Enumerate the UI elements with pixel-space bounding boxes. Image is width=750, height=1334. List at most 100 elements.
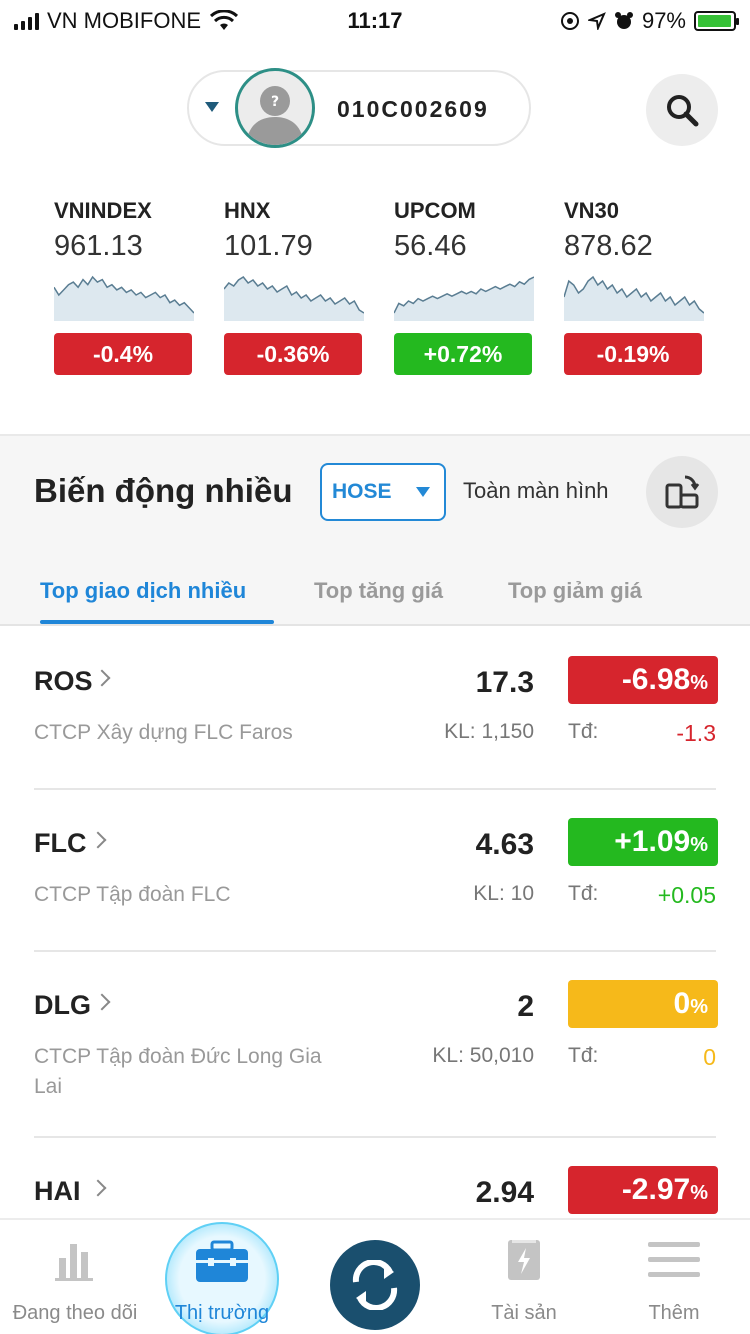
index-sparkline <box>394 276 534 321</box>
stock-symbol: HAI <box>34 1176 81 1206</box>
percent-unit: % <box>690 1182 708 1204</box>
movers-section: Biến động nhiều HOSE Toàn màn hình Top g… <box>0 434 750 626</box>
nav-more[interactable]: Thêm <box>598 1220 750 1334</box>
trade-button[interactable] <box>330 1240 420 1330</box>
location-icon <box>587 12 606 30</box>
battery-fill <box>698 15 731 27</box>
index-sparkline <box>54 275 194 321</box>
company-name: CTCP Tập đoàn FLC <box>34 883 231 906</box>
sparkline-line <box>54 275 194 314</box>
index-value: 961.13 <box>54 230 143 262</box>
clock: 11:17 <box>347 8 403 33</box>
chevron-right-icon <box>93 993 111 1011</box>
index-change: -0.36% <box>224 333 362 375</box>
nav-label: Đang theo dõi <box>12 1302 138 1324</box>
nav-label: Thêm <box>648 1302 700 1324</box>
caret-down-icon <box>416 487 430 497</box>
tab-top-losers[interactable]: Top giảm giá <box>508 578 643 603</box>
battery-icon <box>694 11 739 31</box>
row-divider <box>34 950 716 952</box>
percent-unit: % <box>690 672 708 694</box>
row-divider <box>34 1136 716 1138</box>
price-change: +0.05 <box>657 882 716 908</box>
index-change: -0.4% <box>54 333 192 375</box>
sparkline-line <box>394 276 534 314</box>
search-button[interactable] <box>646 74 718 146</box>
svg-text:?: ? <box>271 94 279 110</box>
nav-watchlist[interactable]: Đang theo dõi <box>0 1220 150 1334</box>
stock-symbol: ROS <box>34 666 93 696</box>
stock-symbol: FLC <box>34 828 87 858</box>
sparkline-line <box>224 276 364 314</box>
search-icon <box>667 95 699 127</box>
index-card-upcom[interactable]: UPCOM 56.46 +0.72% <box>394 198 534 375</box>
fullscreen-label[interactable]: Toàn màn hình <box>463 478 609 503</box>
battery-percent: 97% <box>641 8 686 33</box>
percent-unit: % <box>690 834 708 856</box>
stock-row-ros[interactable]: ROS CTCP Xây dựng FLC Faros 17.3 KL: 1,1… <box>0 628 750 790</box>
stock-row-dlg[interactable]: DLG CTCP Tập đoàn Đức Long Gia Lai 2 KL:… <box>0 952 750 1138</box>
menu-icon <box>648 1242 700 1277</box>
percent-change-value: 0 <box>673 987 691 1020</box>
section-title: Biến động nhiều <box>34 472 293 509</box>
index-change: -0.19% <box>564 333 702 375</box>
stock-volume: KL: 1,150 <box>444 720 534 743</box>
status-right: 97% <box>560 8 739 34</box>
index-value: 101.79 <box>224 230 313 262</box>
percent-change-value: +1.09 <box>614 825 691 858</box>
index-value: 56.46 <box>394 230 467 262</box>
tab-top-trading[interactable]: Top giao dịch nhiều <box>40 578 247 603</box>
row-divider <box>34 788 716 790</box>
index-name: HNX <box>224 198 271 223</box>
screen-lock-icon <box>560 12 579 30</box>
exchange-dropdown[interactable]: HOSE <box>320 463 446 521</box>
change-label: Tđ: <box>568 720 599 743</box>
stock-price: 17.3 <box>475 666 534 699</box>
stock-row-hai[interactable]: HAI 2.94 -2.97% <box>0 1138 750 1218</box>
percent-change-badge: -6.98% <box>568 656 718 704</box>
sparkline-area <box>54 277 194 321</box>
signal-icon <box>14 12 39 30</box>
index-card-vn30[interactable]: VN30 878.62 -0.19% <box>564 198 704 375</box>
percent-change-badge: 0% <box>568 980 718 1028</box>
stock-price: 2 <box>517 990 534 1023</box>
stock-volume: KL: 50,010 <box>432 1044 534 1067</box>
percent-unit: % <box>690 996 708 1018</box>
percent-change-badge: -2.97% <box>568 1166 718 1214</box>
index-value: 878.62 <box>564 230 653 262</box>
index-name: VN30 <box>564 198 620 223</box>
index-name: UPCOM <box>394 198 476 223</box>
percent-change-badge: +1.09% <box>568 818 718 866</box>
company-name: CTCP Tập đoàn Đức Long Gia Lai <box>34 1045 322 1098</box>
wallet-icon <box>508 1240 540 1280</box>
nav-label: Thị trường <box>174 1302 270 1324</box>
status-bar: VN MOBIFONE 11:17 97% <box>0 0 750 40</box>
stock-list: ROS CTCP Xây dựng FLC Faros 17.3 KL: 1,1… <box>0 628 750 1218</box>
bottom-navigation: Đang theo dõi Thị trường Tài sản <box>0 1218 750 1334</box>
change-label: Tđ: <box>568 1044 599 1067</box>
carrier-label: VN MOBIFONE <box>47 8 202 33</box>
index-card-hnx[interactable]: HNX 101.79 -0.36% <box>224 198 364 375</box>
wifi-icon <box>209 10 239 30</box>
chevron-right-icon <box>89 831 107 849</box>
sparkline-area <box>224 277 364 321</box>
chevron-right-icon <box>89 1179 107 1197</box>
account-number: 010C002609 <box>337 96 489 122</box>
rotate-screen-icon <box>665 475 700 509</box>
fullscreen-button[interactable] <box>646 456 718 528</box>
stock-symbol: DLG <box>34 990 91 1020</box>
nav-label: Tài sản <box>491 1302 557 1324</box>
sparkline-area <box>564 277 704 321</box>
chevron-right-icon <box>93 669 111 687</box>
company-name: CTCP Xây dựng FLC Faros <box>34 721 293 744</box>
stock-row-flc[interactable]: FLC CTCP Tập đoàn FLC 4.63 KL: 10 +1.09%… <box>0 790 750 952</box>
tab-top-gainers[interactable]: Top tăng giá <box>314 578 444 603</box>
index-card-vnindex[interactable]: VNINDEX 961.13 -0.4% <box>54 198 194 375</box>
sparkline-line <box>564 275 704 314</box>
index-name: VNINDEX <box>54 198 152 223</box>
account-selector[interactable]: ? 010C002609 <box>187 68 531 148</box>
percent-change-value: -2.97 <box>621 1173 691 1206</box>
stock-price: 4.63 <box>475 828 534 861</box>
nav-assets[interactable]: Tài sản <box>450 1220 598 1334</box>
nav-market[interactable]: Thị trường <box>150 1220 294 1334</box>
